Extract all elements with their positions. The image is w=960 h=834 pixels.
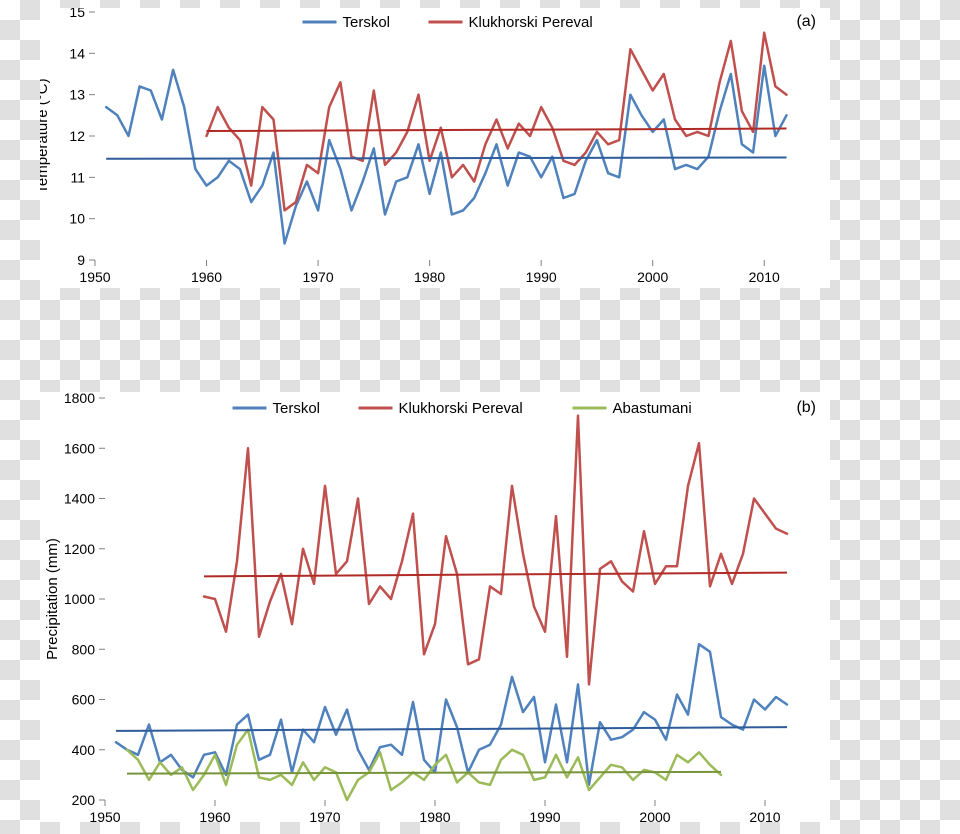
- x-tick-label: 2010: [749, 809, 780, 822]
- y-tick-label: 9: [77, 252, 85, 268]
- x-tick-label: 1990: [529, 809, 560, 822]
- trend-line: [116, 727, 787, 731]
- legend-label: Klukhorski Pereval: [399, 400, 523, 417]
- y-tick-label: 15: [69, 8, 85, 20]
- legend-label: Terskol: [273, 400, 321, 417]
- x-tick-label: 1960: [199, 809, 230, 822]
- x-tick-label: 1950: [79, 269, 110, 285]
- legend-label: Klukhorski Pereval: [469, 14, 593, 31]
- y-tick-label: 800: [72, 641, 96, 657]
- x-tick-label: 1970: [302, 269, 333, 285]
- chart-a-svg: 9 10 11 12 13 14 15 1950 1960 1970 1980 1990 2000 201…: [40, 8, 830, 288]
- y-tick-label: 14: [69, 45, 85, 61]
- x-tick-label: 1970: [309, 809, 340, 822]
- y-tick-label: 10: [69, 211, 85, 227]
- y-tick-label: 12: [69, 128, 85, 144]
- trend-line: [207, 129, 787, 131]
- y-tick-label: 1000: [64, 591, 95, 607]
- chart-panel-b: 200 400 600 800 1000 1200 1400 1600 1800 1950 1960…: [40, 392, 830, 822]
- trend-line: [106, 157, 786, 158]
- legend-label: Abastumani: [613, 400, 692, 417]
- x-tick-label: 1980: [414, 269, 445, 285]
- x-tick-label: 2000: [639, 809, 670, 822]
- y-tick-label: 1400: [64, 491, 95, 507]
- chart-panel-a: 9 10 11 12 13 14 15 1950 1960 1970 1980 1990 2000 201…: [40, 8, 830, 288]
- series-line: [207, 33, 787, 211]
- x-tick-label: 1990: [526, 269, 557, 285]
- y-tick-label: 1800: [64, 392, 95, 406]
- chart-b-svg: 200 400 600 800 1000 1200 1400 1600 1800 1950 1960…: [40, 392, 830, 822]
- panel-letter: (a): [796, 13, 816, 30]
- series-line: [127, 730, 721, 800]
- y-tick-label: 13: [69, 87, 85, 103]
- y-axis-label: Precipitation (mm): [44, 538, 61, 660]
- x-tick-label: 1960: [191, 269, 222, 285]
- x-tick-label: 1980: [419, 809, 450, 822]
- y-axis-label: Temperature (°C): [40, 78, 51, 193]
- y-tick-label: 600: [72, 692, 96, 708]
- series-line: [116, 644, 787, 785]
- trend-line: [127, 772, 721, 774]
- x-tick-label: 1950: [89, 809, 120, 822]
- y-tick-label: 200: [72, 792, 96, 808]
- y-tick-label: 11: [70, 169, 85, 185]
- panel-letter: (b): [796, 399, 816, 416]
- legend-label: Terskol: [343, 14, 391, 31]
- x-tick-label: 2010: [749, 269, 780, 285]
- y-tick-label: 400: [72, 742, 96, 758]
- x-tick-label: 2000: [637, 269, 668, 285]
- y-tick-label: 1600: [64, 440, 95, 456]
- trend-line: [204, 573, 787, 577]
- y-tick-label: 1200: [64, 541, 95, 557]
